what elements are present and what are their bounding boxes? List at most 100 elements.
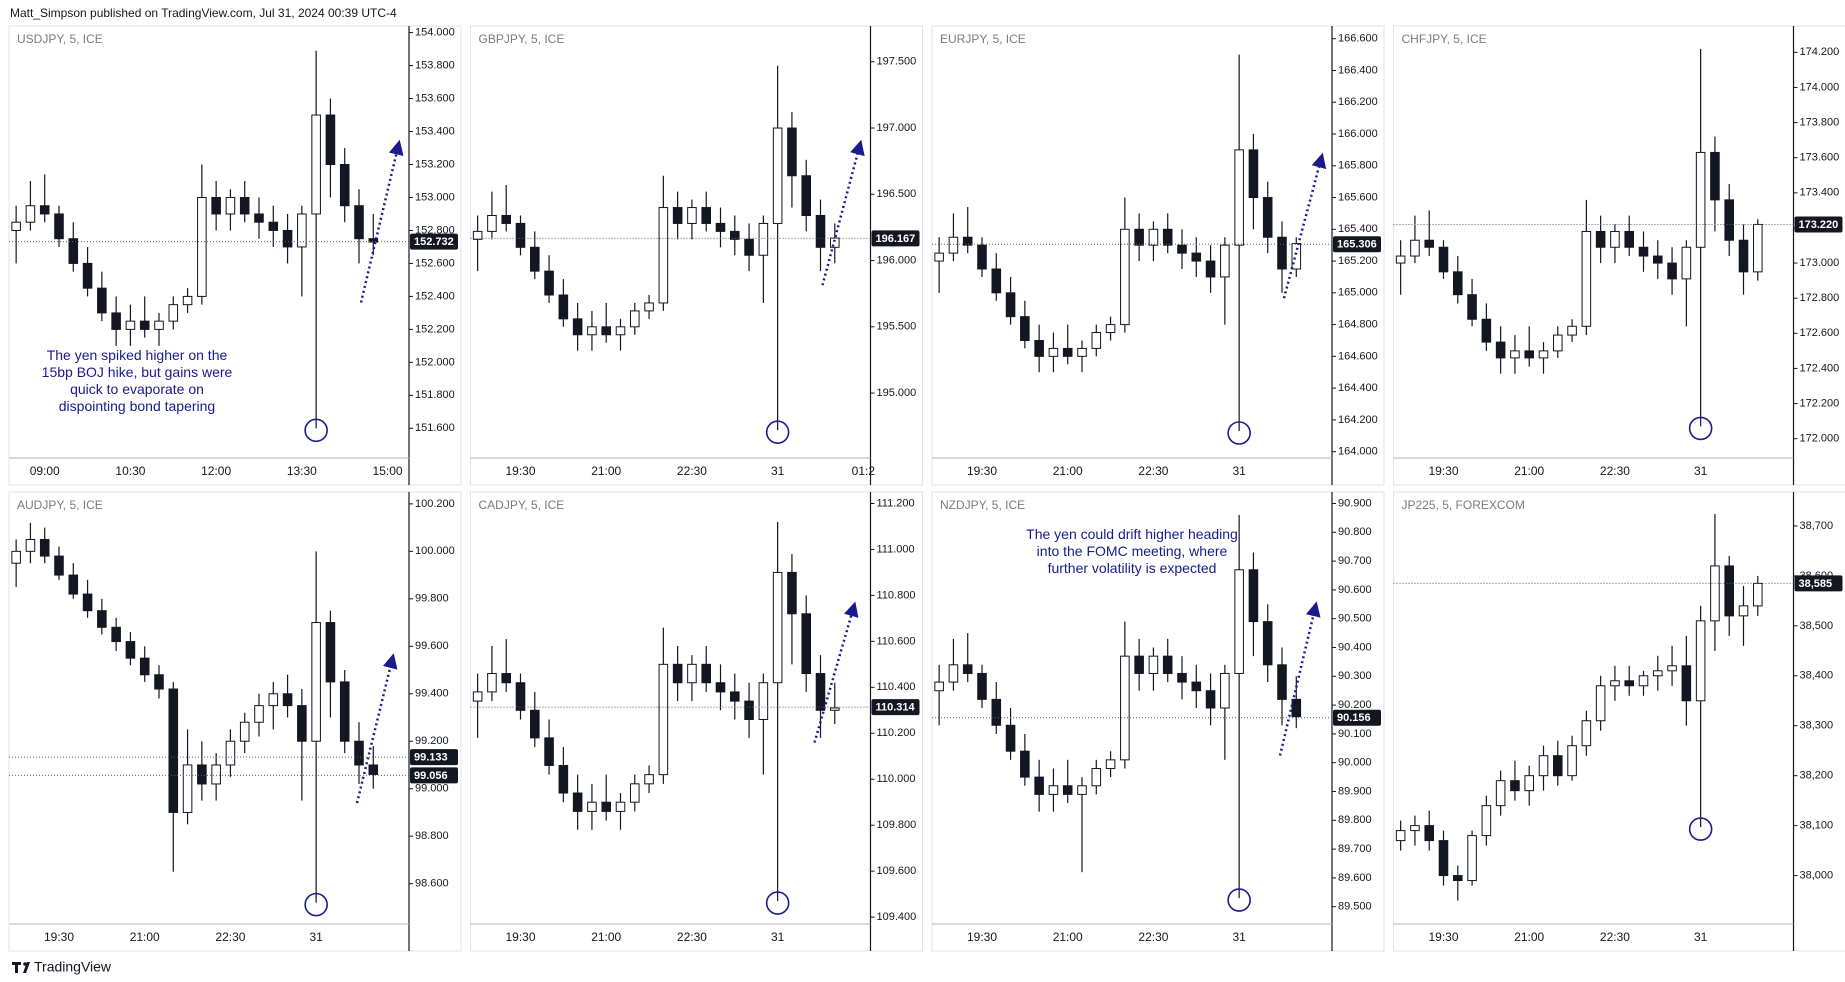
y-tick-label: 197.500	[877, 56, 917, 68]
candle-body	[1710, 565, 1720, 622]
annotation: dispointing bond tapering	[59, 398, 215, 414]
candle-body	[1724, 199, 1735, 241]
x-tick-label: 15:00	[373, 464, 403, 478]
candle-body	[1134, 228, 1144, 246]
price-label: 196.167	[876, 233, 916, 245]
price-label: 38,585	[1799, 578, 1833, 590]
candle-body	[1453, 271, 1463, 296]
x-tick-label: 21:00	[1053, 464, 1083, 478]
candle-body	[368, 238, 379, 243]
candle-body	[1524, 350, 1535, 359]
y-tick-label: 196.000	[877, 254, 917, 266]
candle-body	[1467, 835, 1477, 882]
candles	[11, 50, 379, 429]
candle-body	[197, 764, 207, 785]
candle-body	[1553, 755, 1563, 777]
candle-body	[282, 229, 293, 248]
price-label-box	[871, 699, 920, 716]
y-tick-label: 110.000	[877, 773, 916, 785]
candle-body	[139, 320, 150, 330]
candle-body	[182, 764, 193, 813]
y-tick-label: 38,000	[1800, 869, 1834, 881]
price-label-box	[410, 767, 458, 784]
candle-body	[268, 693, 279, 707]
candle-body	[1077, 785, 1087, 795]
candle-body	[758, 222, 769, 256]
y-tick-label: 90.200	[1338, 699, 1372, 711]
y-tick-label: 195.500	[877, 321, 917, 333]
candle-body	[354, 740, 364, 766]
candle-body	[1481, 805, 1492, 837]
candle-body	[1395, 830, 1406, 842]
y-tick-label: 99.800	[415, 593, 449, 605]
candles	[472, 521, 840, 902]
y-tick-label: 90.900	[1338, 497, 1372, 509]
y-tick-label: 172.200	[1800, 397, 1840, 409]
panel-frame	[8, 25, 462, 486]
candle-body	[977, 672, 987, 700]
chart-panel: CHFJPY, 5, ICE 172.000 172.200 172.400 172.6…	[1393, 25, 1845, 486]
candle-body	[1248, 149, 1259, 199]
candle-body	[1105, 759, 1116, 769]
x-tick-label: 13:30	[287, 464, 317, 478]
y-tick-label: 89.600	[1338, 872, 1372, 884]
candle-body	[1467, 294, 1477, 320]
highlight-circle	[1688, 416, 1713, 441]
candle-body	[1724, 565, 1735, 617]
candle-body	[1005, 292, 1016, 318]
candle-body	[297, 705, 307, 742]
x-tick-label: 19:30	[1428, 464, 1458, 478]
candle-body	[815, 214, 826, 248]
candle-body	[977, 244, 987, 270]
candle-body	[1481, 318, 1492, 343]
x-tick-label: 21:00	[1053, 930, 1083, 944]
trend-arrow	[813, 601, 859, 743]
candle-body	[672, 663, 683, 684]
candle-body	[530, 246, 540, 272]
candle-body	[54, 555, 64, 576]
candle-body	[68, 238, 79, 264]
y-tick-label: 165.400	[1338, 223, 1378, 235]
footer: TradingView	[34, 959, 112, 975]
candle-body	[354, 205, 364, 240]
candle-body	[139, 657, 150, 676]
candle-body	[801, 175, 812, 216]
annotation: The yen spiked higher on the	[47, 347, 228, 363]
y-tick-label: 153.800	[415, 59, 455, 71]
panel-frame	[931, 25, 1385, 486]
candle-body	[672, 207, 683, 224]
highlight-circle	[1227, 888, 1251, 912]
y-tick-label: 173.800	[1800, 116, 1840, 128]
candle-body	[97, 287, 107, 314]
candle-body	[1048, 347, 1059, 357]
candle-body	[1538, 755, 1549, 777]
y-tick-label: 152.200	[415, 323, 455, 335]
candle-body	[701, 207, 712, 224]
annotation: The yen could drift higher heading	[1026, 526, 1238, 542]
candle-body	[1134, 655, 1144, 674]
candle-body	[991, 698, 1002, 726]
y-tick-label: 164.000	[1338, 446, 1378, 458]
candle-body	[125, 641, 136, 659]
candle-body	[225, 196, 236, 215]
candle-body	[1048, 785, 1059, 795]
candle-body	[11, 221, 21, 231]
y-tick-label: 38,400	[1800, 670, 1834, 682]
candle-body	[934, 252, 944, 262]
y-tick-label: 153.400	[415, 125, 455, 137]
candle-body	[1205, 690, 1216, 709]
chart-panel: EURJPY, 5, ICE 164.000 164.200 164.400 164.6…	[931, 25, 1385, 486]
candle-body	[1410, 239, 1420, 257]
price-label: 152.732	[414, 236, 454, 248]
y-tick-label: 152.400	[415, 290, 455, 302]
candle-body	[787, 127, 797, 177]
x-tick-label: 19:30	[505, 464, 535, 478]
candle-body	[268, 221, 279, 231]
x-tick-label: 21:00	[130, 930, 160, 944]
candle-body	[487, 673, 497, 693]
chart-panel: JP225, 5, FOREXCOM 38,000 38,100 38,200 38,3…	[1393, 491, 1845, 952]
price-label-box	[1794, 216, 1843, 233]
y-tick-label: 166.400	[1338, 64, 1378, 76]
candle-body	[787, 571, 797, 615]
y-tick-label: 153.600	[415, 92, 455, 104]
